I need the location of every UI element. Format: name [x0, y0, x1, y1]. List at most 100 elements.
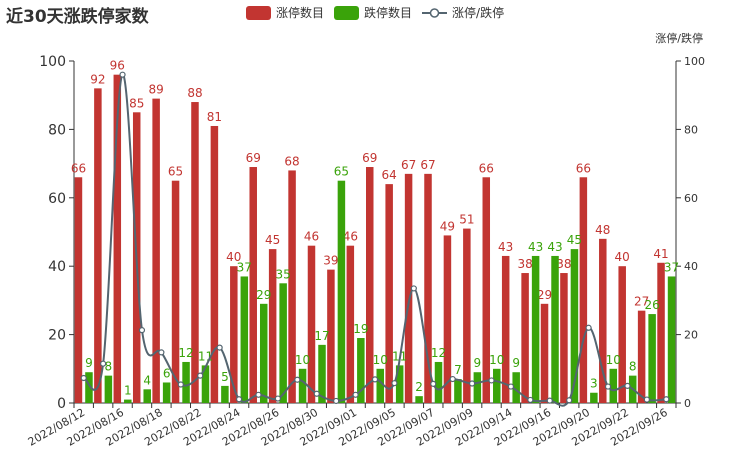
bar-limit-up: [230, 266, 238, 403]
bar-limit-down: [648, 314, 656, 403]
data-label-limit-down: 29: [256, 288, 271, 302]
data-label-limit-up: 39: [323, 254, 338, 268]
y-tick-label-right: 60: [684, 192, 698, 205]
legend: 涨停数目 跌停数目 涨停/跌停: [246, 4, 514, 21]
data-label-limit-down: 7: [454, 363, 462, 377]
data-label-limit-up: 66: [71, 161, 86, 175]
bar-limit-up: [288, 170, 296, 403]
legend-swatch-ratio: [422, 7, 448, 18]
data-label-limit-up: 81: [207, 110, 222, 124]
data-label-limit-down: 65: [334, 165, 349, 179]
data-label-limit-down: 8: [105, 360, 113, 374]
line-point-ratio: [410, 285, 417, 292]
y-tick-label-right: 100: [684, 55, 705, 68]
line-point-ratio: [546, 397, 553, 404]
data-label-limit-up: 41: [653, 247, 668, 261]
line-point-ratio: [507, 383, 515, 390]
data-label-limit-down: 45: [567, 233, 582, 247]
data-label-limit-down: 1: [124, 384, 132, 398]
bar-limit-down: [337, 180, 346, 403]
bar-limit-down: [279, 283, 287, 403]
line-point-ratio: [138, 327, 146, 334]
data-label-limit-up: 66: [576, 161, 591, 175]
data-label-limit-up: 89: [148, 83, 163, 97]
line-point-ratio: [585, 324, 592, 331]
data-label-limit-down: 6: [163, 366, 171, 380]
bar-limit-up: [521, 273, 529, 403]
line-point-ratio: [488, 377, 495, 384]
line-point-ratio: [177, 381, 184, 388]
bar-limit-down: [357, 338, 365, 403]
legend-label-limit-up: 涨停数目: [276, 6, 325, 20]
line-point-ratio: [663, 396, 670, 403]
bar-limit-down: [473, 372, 482, 403]
line-point-ratio: [158, 349, 165, 356]
y-tick-label-right: 80: [684, 123, 698, 136]
y-tick-label-right: 0: [684, 397, 691, 410]
y-tick-label-left: 0: [57, 396, 66, 412]
data-label-limit-down: 10: [373, 353, 388, 367]
bar-limit-down: [454, 379, 462, 403]
bar-limit-down: [376, 368, 384, 403]
data-label-limit-down: 17: [314, 329, 329, 343]
bar-limit-up: [191, 102, 199, 403]
bar-limit-down: [85, 372, 93, 403]
legend-item-ratio[interactable]: 涨停/跌停: [422, 4, 504, 21]
bar-limit-down: [221, 385, 229, 403]
data-label-limit-up: 69: [246, 151, 261, 165]
bar-limit-up: [113, 74, 122, 404]
bar-limit-down: [609, 368, 618, 403]
legend-label-ratio: 涨停/跌停: [452, 6, 505, 20]
data-label-limit-down: 12: [431, 346, 446, 360]
line-point-ratio: [235, 396, 243, 403]
y-tick-label-left: 100: [39, 54, 66, 70]
data-label-limit-up: 51: [459, 213, 474, 227]
data-label-limit-up: 88: [187, 86, 202, 100]
bar-limit-down: [259, 303, 268, 403]
bar-limit-down: [318, 344, 326, 403]
data-label-limit-up: 64: [382, 168, 397, 182]
bar-limit-up: [540, 303, 549, 403]
line-point-ratio: [527, 396, 534, 404]
line-point-ratio: [80, 374, 87, 382]
line-point-ratio: [216, 344, 223, 351]
data-label-limit-down: 43: [528, 240, 543, 254]
bar-limit-down: [104, 375, 113, 403]
bar-limit-up: [171, 180, 180, 403]
y-tick-label-right: 40: [684, 260, 698, 273]
bar-limit-down: [415, 396, 423, 403]
data-label-limit-up: 45: [265, 233, 280, 247]
data-label-limit-down: 2: [415, 380, 423, 394]
data-label-limit-down: 26: [644, 298, 659, 312]
data-label-limit-up: 49: [440, 219, 455, 233]
line-point-ratio: [100, 360, 107, 367]
bar-limit-up: [346, 245, 355, 403]
line-point-ratio: [294, 376, 301, 383]
bar-limit-down: [143, 389, 151, 403]
legend-item-limit-up[interactable]: 涨停数目: [246, 4, 324, 21]
bar-limit-down: [493, 368, 501, 403]
legend-swatch-limit-up: [246, 5, 271, 20]
bar-limit-down: [162, 382, 171, 403]
data-label-limit-up: 27: [634, 295, 649, 309]
data-label-limit-up: 67: [401, 158, 416, 172]
line-point-ratio: [197, 372, 204, 379]
bar-limit-up: [327, 269, 335, 403]
data-label-limit-down: 8: [629, 360, 637, 374]
bar-limit-down: [551, 255, 559, 403]
bar-limit-up: [579, 177, 588, 403]
bar-limit-up: [657, 262, 665, 403]
legend-item-limit-down[interactable]: 跌停数目: [334, 4, 412, 21]
line-point-ratio: [119, 71, 126, 78]
bar-limit-up: [366, 167, 374, 403]
bar-limit-up: [249, 167, 257, 403]
data-label-limit-up: 40: [226, 250, 241, 264]
line-point-ratio: [352, 391, 359, 398]
data-label-limit-up: 38: [556, 257, 571, 271]
bar-limit-down: [570, 249, 579, 403]
bar-limit-up: [501, 255, 510, 403]
bar-limit-down: [667, 276, 676, 403]
line-point-ratio: [624, 382, 631, 389]
bar-limit-up: [463, 228, 471, 403]
data-label-limit-down: 10: [295, 353, 310, 367]
